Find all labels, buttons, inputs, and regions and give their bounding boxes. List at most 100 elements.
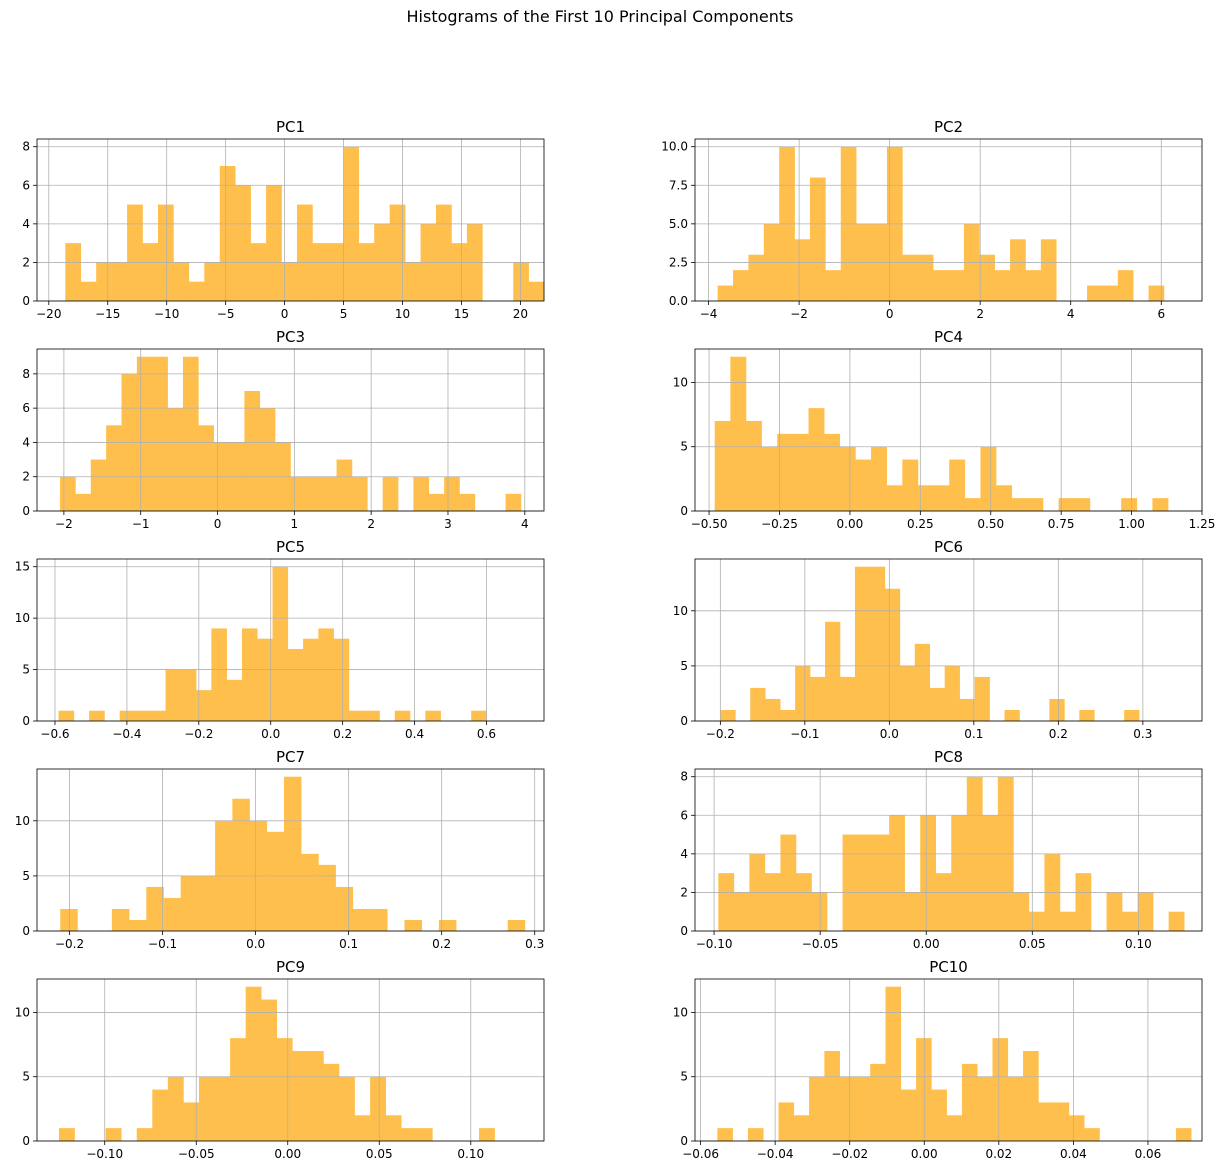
subplot-title: PC6 bbox=[934, 538, 963, 556]
x-tick-label: −0.05 bbox=[802, 937, 839, 951]
bar bbox=[370, 908, 388, 931]
bar bbox=[250, 243, 267, 301]
bar bbox=[235, 185, 251, 301]
subplot-title: PC5 bbox=[276, 538, 305, 556]
x-tick-label: 0.1 bbox=[964, 727, 983, 741]
subplot-title: PC1 bbox=[276, 118, 305, 136]
histogram-pc2: −4 −2 0 2 4 6 0.0 2.5 5.0 7.5 10.0 PC2 bbox=[661, 118, 1203, 321]
bar bbox=[214, 1076, 231, 1141]
bar bbox=[259, 408, 276, 511]
bar bbox=[761, 446, 778, 511]
bar bbox=[1121, 498, 1138, 511]
bar bbox=[1038, 1102, 1054, 1141]
bar bbox=[111, 262, 128, 301]
bar bbox=[886, 485, 903, 511]
x-tick-label: −0.4 bbox=[112, 727, 141, 741]
x-tick-label: 5 bbox=[340, 307, 348, 321]
x-tick-label: 0.10 bbox=[1125, 937, 1152, 951]
figure-title: Histograms of the First 10 Principal Com… bbox=[406, 7, 794, 26]
y-tick-label: 15 bbox=[15, 560, 30, 574]
bar bbox=[318, 864, 336, 931]
bar bbox=[312, 243, 329, 301]
bar bbox=[1152, 498, 1169, 511]
axes-frame bbox=[694, 558, 1203, 722]
bar bbox=[58, 710, 75, 721]
bar bbox=[840, 676, 856, 721]
bar bbox=[301, 853, 319, 931]
y-tick-label: 8 bbox=[22, 140, 30, 154]
x-tick-label: 10 bbox=[395, 307, 410, 321]
bar bbox=[933, 270, 949, 301]
bar bbox=[1028, 911, 1045, 931]
bar bbox=[1068, 1115, 1085, 1141]
bar bbox=[994, 270, 1011, 301]
x-tick-label: 20 bbox=[513, 307, 528, 321]
x-tick-label: 0 bbox=[214, 517, 222, 531]
y-tick-label: 10 bbox=[15, 1005, 30, 1019]
y-tick-label: 5 bbox=[22, 869, 30, 883]
bar bbox=[870, 1063, 886, 1141]
bar bbox=[232, 798, 250, 931]
x-tick-label: 1.25 bbox=[1189, 517, 1216, 531]
histogram-pc4: −0.50 −0.25 0.00 0.25 0.50 0.75 1.00 1.25 0 5 10 PC… bbox=[673, 328, 1216, 531]
x-tick-label: −15 bbox=[95, 307, 120, 321]
x-tick-label: −0.1 bbox=[790, 727, 819, 741]
bar bbox=[459, 493, 476, 511]
bar bbox=[873, 834, 890, 931]
bar bbox=[748, 254, 765, 301]
x-tick-label: −0.1 bbox=[148, 937, 177, 951]
bar bbox=[276, 1038, 293, 1141]
bar bbox=[305, 476, 322, 511]
histogram-pc8: −0.10 −0.05 0.00 0.05 0.10 0 2 4 6 8 PC8 bbox=[680, 748, 1203, 951]
bar bbox=[902, 459, 919, 511]
bar bbox=[75, 493, 92, 511]
y-tick-label: 6 bbox=[22, 178, 30, 192]
bar bbox=[204, 262, 221, 301]
bar bbox=[1122, 911, 1138, 931]
bar bbox=[982, 815, 999, 931]
bar bbox=[1053, 1102, 1070, 1141]
x-tick-label: 0.3 bbox=[1133, 727, 1152, 741]
bar bbox=[842, 834, 859, 931]
bar bbox=[1168, 911, 1185, 931]
bar bbox=[992, 1038, 1009, 1141]
bar bbox=[323, 1063, 340, 1141]
bar bbox=[858, 834, 874, 931]
bar bbox=[714, 421, 731, 511]
x-tick-label: −0.05 bbox=[178, 1147, 215, 1161]
bar bbox=[507, 919, 526, 931]
bar bbox=[96, 262, 112, 301]
x-tick-label: 0.05 bbox=[366, 1147, 393, 1161]
x-tick-label: 0.2 bbox=[432, 937, 451, 951]
y-tick-label: 0 bbox=[680, 714, 688, 728]
bar bbox=[1074, 498, 1091, 511]
bar bbox=[944, 665, 960, 721]
bar bbox=[226, 679, 243, 721]
bar bbox=[980, 446, 997, 511]
bar bbox=[405, 262, 421, 301]
bar bbox=[884, 588, 901, 721]
axes-frame bbox=[36, 978, 545, 1142]
bar bbox=[129, 919, 147, 931]
bar bbox=[935, 873, 952, 931]
y-tick-label: 0 bbox=[22, 294, 30, 308]
bar bbox=[824, 1051, 840, 1141]
bar bbox=[65, 243, 82, 301]
bar bbox=[413, 476, 430, 511]
y-tick-label: 5 bbox=[680, 1070, 688, 1084]
bar bbox=[528, 281, 545, 301]
bar bbox=[281, 262, 298, 301]
bar bbox=[180, 875, 199, 931]
bar bbox=[142, 243, 159, 301]
bar bbox=[750, 687, 766, 721]
x-tick-label: 0.04 bbox=[1060, 1147, 1087, 1161]
x-tick-label: 0.06 bbox=[1135, 1147, 1162, 1161]
x-tick-label: −0.2 bbox=[706, 727, 735, 741]
bar bbox=[979, 254, 995, 301]
bar bbox=[780, 709, 796, 721]
bar bbox=[795, 665, 811, 721]
y-tick-label: 5.0 bbox=[669, 217, 688, 231]
bar bbox=[351, 476, 368, 511]
bar bbox=[1102, 285, 1119, 301]
y-tick-label: 7.5 bbox=[669, 178, 688, 192]
